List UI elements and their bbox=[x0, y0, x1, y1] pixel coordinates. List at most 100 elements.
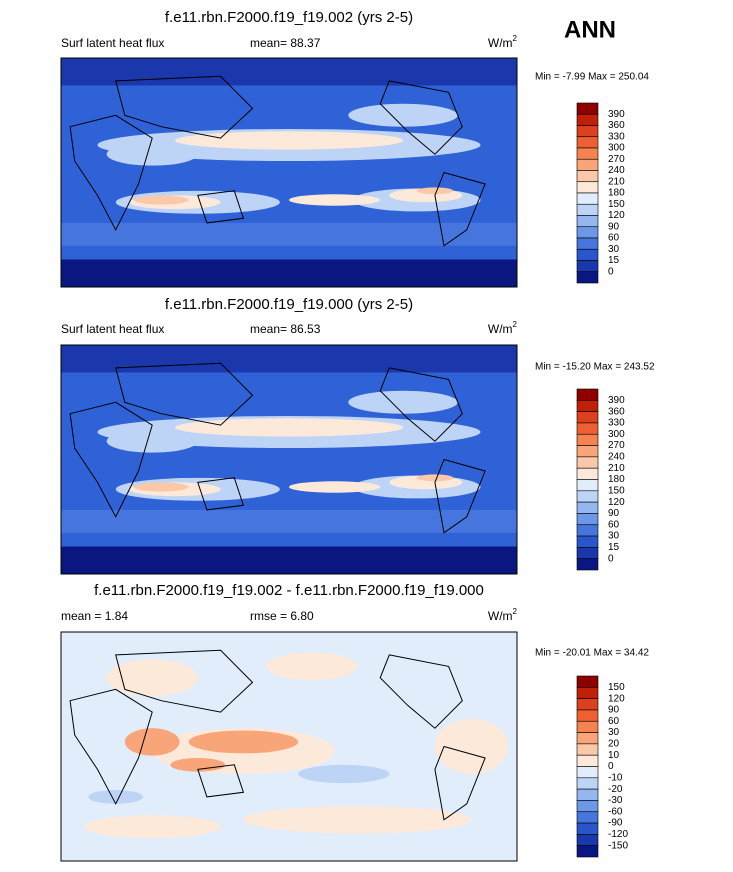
colorbar-label: 60 bbox=[608, 233, 620, 244]
coastline bbox=[197, 477, 245, 511]
colorbar-box bbox=[576, 445, 599, 458]
colorbar-label: 60 bbox=[608, 716, 620, 727]
colorbar-label: 210 bbox=[608, 463, 625, 474]
colorbar-box bbox=[576, 181, 599, 194]
colorbar-box bbox=[576, 524, 599, 537]
coastline bbox=[197, 190, 245, 224]
colorbar-label: 360 bbox=[608, 120, 625, 131]
negative-anomaly bbox=[88, 790, 144, 804]
colorbar-box bbox=[576, 732, 599, 745]
map bbox=[60, 631, 518, 862]
colorbar-label: 15 bbox=[608, 255, 620, 266]
colorbar-box bbox=[576, 215, 599, 228]
colorbar-label: 10 bbox=[608, 750, 620, 761]
coastline bbox=[379, 654, 463, 729]
colorbar-box bbox=[576, 170, 599, 183]
colorbar-box bbox=[576, 248, 599, 261]
colorbar-box bbox=[576, 422, 599, 435]
colorbar-box bbox=[576, 237, 599, 250]
map bbox=[60, 344, 518, 575]
map-field bbox=[61, 58, 517, 287]
colorbar-box bbox=[576, 271, 599, 284]
coastline bbox=[69, 688, 153, 805]
colorbar-box bbox=[576, 687, 599, 699]
colorbar-box bbox=[576, 709, 599, 722]
colorbar-box bbox=[576, 698, 599, 711]
panel-left-label: Surf latent heat flux bbox=[61, 36, 164, 50]
colorbar-box bbox=[576, 260, 599, 273]
map-field bbox=[61, 345, 517, 574]
colorbar-label: 360 bbox=[608, 406, 625, 417]
range-label: Min = -7.99 Max = 250.04 bbox=[535, 72, 649, 83]
panel-left-label: Surf latent heat flux bbox=[61, 322, 164, 336]
coastline bbox=[115, 362, 254, 426]
units: W/m2 bbox=[488, 34, 518, 50]
colorbar-box bbox=[576, 845, 599, 858]
coastline bbox=[434, 171, 486, 247]
positive-anomaly bbox=[83, 815, 221, 839]
panel-title: f.e11.rbn.F2000.f19_f19.000 (yrs 2-5) bbox=[165, 296, 413, 313]
strong-anomaly bbox=[124, 728, 180, 756]
negative-anomaly bbox=[298, 764, 390, 784]
warm-core bbox=[175, 131, 403, 150]
colorbar-box bbox=[576, 834, 599, 846]
colorbar-label: 270 bbox=[608, 440, 625, 451]
coastline bbox=[115, 75, 254, 139]
units-base: W/m bbox=[488, 322, 513, 336]
colorbar-box bbox=[576, 754, 599, 767]
colorbar-box bbox=[576, 822, 599, 835]
colorbar-label: -10 bbox=[608, 772, 623, 783]
units-power: 2 bbox=[513, 320, 518, 329]
field bbox=[61, 345, 517, 574]
map-field bbox=[61, 632, 517, 861]
colorbar-box bbox=[576, 125, 599, 138]
colorbar-label: 20 bbox=[608, 739, 620, 750]
colorbar-label: 270 bbox=[608, 154, 625, 165]
warm-band bbox=[106, 429, 198, 453]
units-power: 2 bbox=[513, 34, 518, 43]
colorbar-label: 210 bbox=[608, 176, 625, 187]
colorbar-label: 300 bbox=[608, 429, 625, 440]
colorbar-label: -150 bbox=[608, 840, 628, 851]
colorbar-label: 90 bbox=[608, 705, 620, 716]
warm-core bbox=[289, 481, 381, 493]
colorbar-box bbox=[576, 411, 599, 424]
range-label: Min = -20.01 Max = 34.42 bbox=[535, 648, 649, 659]
colorbar-label: 120 bbox=[608, 497, 625, 508]
colorbar-box bbox=[576, 456, 599, 469]
range-label: Min = -15.20 Max = 243.52 bbox=[535, 362, 655, 373]
colorbar-box bbox=[576, 800, 599, 813]
colorbar-label: -120 bbox=[608, 829, 628, 840]
colorbar-label: 0 bbox=[608, 761, 614, 772]
colorbar-box bbox=[576, 501, 599, 514]
colorbar-label: 120 bbox=[608, 693, 625, 704]
colorbar-box bbox=[576, 147, 599, 160]
colorbar-label: -20 bbox=[608, 784, 623, 795]
polar-band bbox=[61, 58, 517, 86]
warm-core bbox=[175, 418, 403, 437]
polar-band bbox=[61, 345, 517, 373]
colorbar-box bbox=[576, 535, 599, 548]
units: W/m2 bbox=[488, 607, 518, 623]
colorbar-box bbox=[576, 203, 599, 216]
warm-band bbox=[106, 142, 198, 166]
colorbar-label: 390 bbox=[608, 395, 625, 406]
panel-title: f.e11.rbn.F2000.f19_f19.002 - f.e11.rbn.… bbox=[94, 582, 484, 599]
panel-center-label: mean= 88.37 bbox=[250, 36, 321, 50]
colorbar-box bbox=[576, 513, 599, 526]
hot-core bbox=[133, 482, 189, 492]
coastline bbox=[379, 367, 463, 442]
coastline bbox=[197, 764, 245, 798]
colorbar-box bbox=[576, 102, 599, 115]
colorbar-label: 60 bbox=[608, 519, 620, 530]
colorbar-label: 15 bbox=[608, 542, 620, 553]
strong-anomaly bbox=[170, 757, 226, 772]
season-label: ANN bbox=[564, 16, 616, 43]
hot-core bbox=[416, 474, 454, 482]
positive-anomaly bbox=[243, 806, 472, 834]
colorbar-label: 330 bbox=[608, 418, 625, 429]
field bbox=[61, 58, 517, 287]
colorbar-label: 30 bbox=[608, 531, 620, 542]
units-power: 2 bbox=[513, 607, 518, 616]
